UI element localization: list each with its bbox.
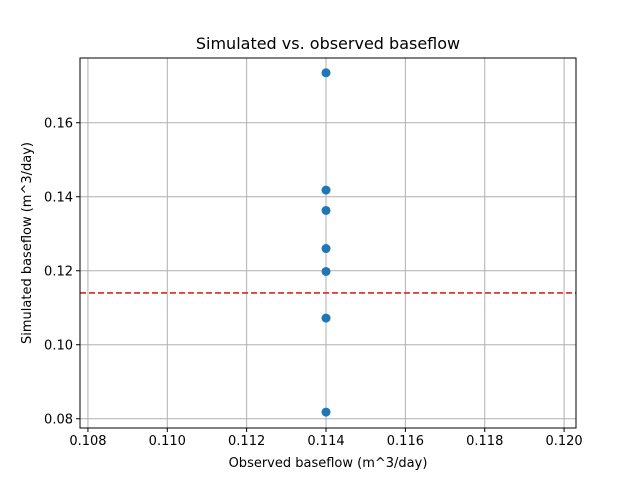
y-axis-ticks: 0.08 0.10 0.12 0.14 0.16	[44, 116, 80, 427]
y-axis-label: Simulated baseflow (m^3/day)	[20, 142, 35, 344]
plot-frame	[79, 57, 577, 429]
x-tick-label: 0.118	[466, 434, 503, 449]
y-tick-label: 0.12	[44, 264, 73, 279]
data-point	[321, 266, 331, 276]
x-tick-label: 0.120	[545, 434, 582, 449]
y-tick-label: 0.10	[44, 338, 73, 353]
x-axis-ticks: 0.108 0.110 0.112 0.114 0.116 0.118 0.120	[69, 428, 583, 449]
x-tick-label: 0.116	[387, 434, 424, 449]
data-point	[321, 205, 331, 215]
y-tick-label: 0.16	[44, 116, 73, 131]
data-point	[321, 185, 331, 195]
y-tick-label: 0.08	[44, 412, 73, 427]
x-tick-label: 0.110	[149, 434, 186, 449]
grid	[80, 58, 576, 428]
x-axis-label: Observed baseflow (m^3/day)	[229, 456, 428, 471]
x-tick-label: 0.114	[307, 434, 344, 449]
y-tick-label: 0.14	[44, 190, 73, 205]
data-point	[321, 68, 331, 78]
data-point	[321, 407, 331, 417]
x-tick-label: 0.112	[228, 434, 265, 449]
chart-title: Simulated vs. observed baseflow	[196, 34, 460, 53]
data-point	[321, 244, 331, 254]
data-point	[321, 313, 331, 323]
x-tick-label: 0.108	[69, 434, 106, 449]
data-points	[321, 68, 331, 417]
